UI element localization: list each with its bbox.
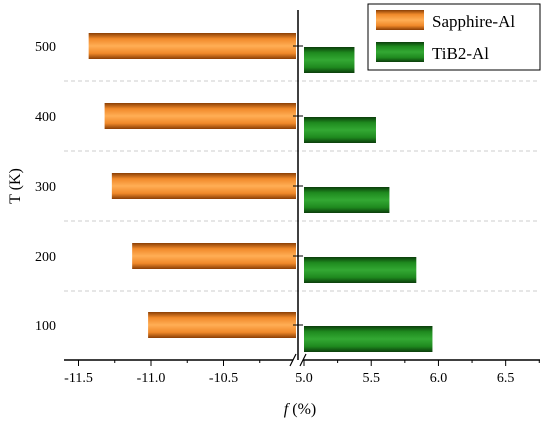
x-tick-label-left-1: -11.0	[137, 371, 166, 386]
bar-tib2-al-200	[304, 257, 417, 283]
bar-sapphire-al-200	[132, 243, 296, 269]
x-tick-label-left-2: -10.5	[209, 371, 238, 386]
bar-tib2-al-100	[304, 326, 433, 352]
bar-sapphire-al-400	[104, 103, 296, 129]
y-tick-label-300: 300	[35, 180, 56, 195]
legend-swatch-sapphire-al	[376, 10, 424, 30]
bar-sapphire-al-100	[148, 312, 296, 338]
x-tick-label-right-2: 6.0	[430, 371, 448, 386]
axis-break-mark-1	[289, 353, 297, 367]
x-tick-label-right-3: 6.5	[497, 371, 515, 386]
bar-tib2-al-400	[304, 117, 376, 143]
y-tick-label-100: 100	[35, 319, 56, 334]
x-tick-label-right-0: 5.0	[295, 371, 313, 386]
y-tick-label-200: 200	[35, 250, 56, 265]
bar-sapphire-al-500	[88, 33, 297, 59]
legend-label-tib2-al: TiB2-Al	[432, 44, 489, 63]
bar-tib2-al-300	[304, 187, 390, 213]
tick-labels: -11.5 -11.0 -10.5 5.0 5.5 6.0 6.5 100 200 300 400 5…	[35, 40, 514, 386]
legend: Sapphire-Al TiB2-Al	[367, 3, 541, 71]
y-axis-title: T (K)	[7, 168, 24, 204]
y-tick-label-500: 500	[35, 40, 56, 55]
bar-sapphire-al-300	[111, 173, 296, 199]
x-axis-title: f (%)	[284, 401, 316, 418]
x-axis-title-unit: (%)	[288, 401, 316, 418]
axis-break-mark-2	[299, 353, 307, 367]
axes	[64, 10, 540, 367]
legend-label-sapphire-al: Sapphire-Al	[432, 12, 515, 31]
bars	[88, 33, 433, 352]
bar-tib2-al-500	[304, 47, 355, 73]
x-axis-title-symbol: f	[284, 401, 291, 418]
legend-swatch-tib2-al	[376, 42, 424, 62]
x-tick-label-right-1: 5.5	[362, 371, 380, 386]
grid-lines	[64, 80, 540, 292]
y-tick-label-400: 400	[35, 110, 56, 125]
x-tick-label-left-0: -11.5	[64, 371, 93, 386]
